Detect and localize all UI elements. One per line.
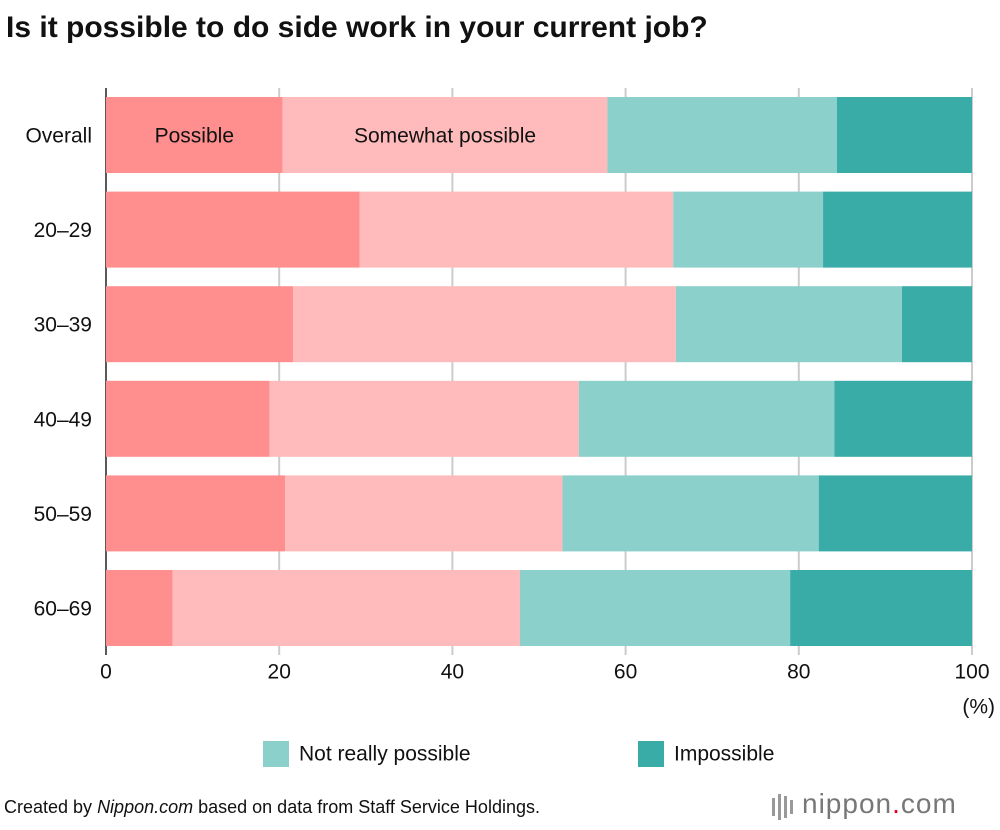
y-tick-label: 60–69 (34, 598, 92, 621)
bar-segment (359, 191, 674, 268)
logo-dot: . (892, 788, 901, 819)
bar-segment (172, 570, 520, 646)
y-tick-label: Overall (25, 125, 92, 148)
source-prefix: Created by (4, 797, 97, 817)
bar-segment (285, 475, 563, 552)
bar-segment (836, 97, 972, 173)
x-tick-label: 20 (268, 661, 291, 684)
source-site: Nippon.com (97, 797, 193, 817)
bars (106, 97, 972, 646)
x-tick-label: 40 (441, 661, 464, 684)
chart-title: Is it possible to do side work in your c… (6, 11, 708, 44)
legend-label: Impossible (674, 743, 774, 766)
bar-segment (562, 475, 819, 552)
x-tick-label: 0 (100, 661, 112, 684)
bar-segment (106, 97, 283, 173)
x-unit: (%) (962, 696, 995, 719)
bar-segment (901, 286, 972, 363)
bar-segment (790, 570, 972, 646)
y-tick-label: 40–49 (34, 408, 92, 431)
y-tick-label: 20–29 (34, 219, 92, 242)
logo-tld: com (901, 788, 957, 819)
legend-label: Possible (155, 125, 234, 148)
source-suffix: based on data from Staff Service Holding… (193, 797, 540, 817)
logo: nippon.com (802, 788, 957, 819)
bar-segment (675, 286, 902, 363)
bar-segment (673, 191, 824, 268)
source: Created by Nippon.com based on data from… (4, 797, 540, 817)
bar-segment (519, 570, 791, 646)
bar-segment (607, 97, 837, 173)
bar-segment (282, 97, 608, 173)
legend-label: Somewhat possible (354, 125, 536, 148)
x-tick-label: 60 (614, 661, 637, 684)
bar-segment (578, 380, 835, 457)
grid (105, 88, 973, 655)
logo-name: nippon (802, 788, 892, 819)
bar-segment (106, 286, 294, 363)
bar-segment (269, 380, 579, 457)
legend-swatch (263, 741, 289, 767)
y-tick-label: 50–59 (34, 503, 92, 526)
bar-segment (293, 286, 676, 363)
bar-segment (818, 475, 972, 552)
y-tick-label: 30–39 (34, 314, 92, 337)
legend-swatch (638, 741, 664, 767)
bar-segment (106, 380, 270, 457)
bar-segment (834, 380, 972, 457)
x-tick-label: 80 (787, 661, 810, 684)
bar-segment (106, 475, 286, 552)
logo-icon (772, 794, 793, 820)
x-tick-label: 100 (954, 661, 989, 684)
bar-segment (106, 191, 360, 268)
bar-segment (106, 570, 173, 646)
legend-label: Not really possible (299, 743, 471, 766)
bar-segment (823, 191, 972, 268)
